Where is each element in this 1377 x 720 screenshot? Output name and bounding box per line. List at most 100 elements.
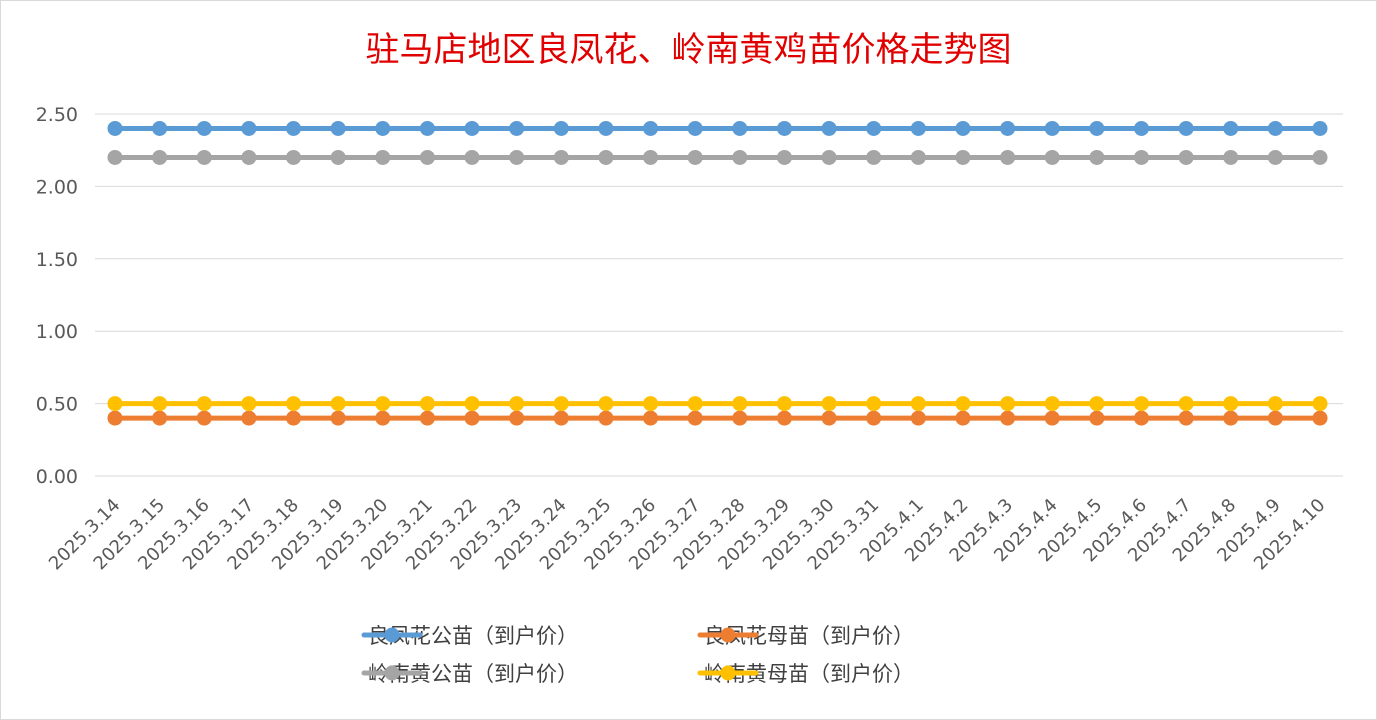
- data-point: [330, 396, 346, 412]
- y-tick-label: 0.50: [36, 394, 78, 416]
- y-tick-label: 2.00: [36, 176, 78, 198]
- data-point: [732, 396, 748, 412]
- data-point: [464, 149, 480, 165]
- data-point: [419, 396, 435, 412]
- data-point: [152, 410, 168, 426]
- series-1: [107, 410, 1328, 426]
- data-point: [241, 149, 257, 165]
- data-point: [553, 149, 569, 165]
- data-point: [152, 120, 168, 136]
- data-point: [1000, 149, 1016, 165]
- legend-item-series-3: 岭南黄母苗（到户价）: [696, 656, 914, 690]
- chart-title: 驻马店地区良凤花、岭南黄鸡苗价格走势图: [365, 30, 1012, 70]
- data-point: [1312, 410, 1328, 426]
- series-3: [107, 396, 1328, 412]
- legend-swatch-1: [697, 627, 759, 643]
- data-point: [866, 396, 882, 412]
- data-point: [107, 396, 123, 412]
- data-point: [241, 120, 257, 136]
- data-point: [643, 120, 659, 136]
- data-point: [687, 396, 703, 412]
- data-point: [419, 410, 435, 426]
- data-point: [643, 149, 659, 165]
- data-point: [955, 410, 971, 426]
- data-point: [1000, 396, 1016, 412]
- data-point: [1312, 120, 1328, 136]
- data-point: [732, 410, 748, 426]
- data-point: [152, 149, 168, 165]
- data-point: [419, 149, 435, 165]
- data-point: [821, 120, 837, 136]
- series-0: [107, 120, 1328, 136]
- series-lines: [107, 120, 1328, 426]
- data-point: [1133, 120, 1149, 136]
- data-point: [1178, 149, 1194, 165]
- data-point: [776, 396, 792, 412]
- data-point: [1312, 149, 1328, 165]
- data-point: [821, 410, 837, 426]
- data-point: [866, 149, 882, 165]
- data-point: [1044, 149, 1060, 165]
- data-point: [866, 410, 882, 426]
- data-point: [375, 410, 391, 426]
- data-point: [598, 120, 614, 136]
- y-tick-label: 2.50: [36, 104, 78, 126]
- data-point: [1223, 410, 1239, 426]
- y-axis-ticks: 0.00 0.50 1.00 1.50 2.00 2.50: [36, 104, 78, 488]
- data-point: [1089, 120, 1105, 136]
- data-point: [286, 410, 302, 426]
- data-point: [1178, 410, 1194, 426]
- data-point: [330, 149, 346, 165]
- y-tick-label: 1.50: [36, 249, 78, 271]
- data-point: [330, 120, 346, 136]
- data-point: [286, 149, 302, 165]
- data-point: [1223, 120, 1239, 136]
- data-point: [553, 120, 569, 136]
- data-point: [732, 149, 748, 165]
- y-tick-label: 1.00: [36, 321, 78, 343]
- data-point: [1000, 410, 1016, 426]
- data-point: [1267, 120, 1283, 136]
- data-point: [375, 120, 391, 136]
- data-point: [776, 120, 792, 136]
- legend-item-series-0: 良凤花公苗（到户价）: [360, 618, 578, 652]
- data-point: [776, 149, 792, 165]
- legend-item-series-1: 良凤花母苗（到户价）: [696, 618, 914, 652]
- series-2: [107, 149, 1328, 165]
- data-point: [375, 396, 391, 412]
- data-point: [509, 120, 525, 136]
- data-point: [286, 396, 302, 412]
- data-point: [687, 120, 703, 136]
- data-point: [776, 410, 792, 426]
- data-point: [1178, 396, 1194, 412]
- legend: 良凤花公苗（到户价） 良凤花母苗（到户价） 岭南黄公苗（到户价） 岭南黄母苗（到…: [360, 618, 1060, 698]
- data-point: [1044, 396, 1060, 412]
- data-point: [1133, 396, 1149, 412]
- data-point: [1267, 410, 1283, 426]
- data-point: [196, 410, 212, 426]
- data-point: [1044, 120, 1060, 136]
- data-point: [464, 396, 480, 412]
- data-point: [955, 149, 971, 165]
- data-point: [1089, 396, 1105, 412]
- data-point: [1312, 396, 1328, 412]
- data-point: [821, 396, 837, 412]
- data-point: [1178, 120, 1194, 136]
- data-point: [241, 410, 257, 426]
- data-point: [598, 410, 614, 426]
- legend-item-series-2: 岭南黄公苗（到户价）: [360, 656, 578, 690]
- gridlines: [95, 113, 1343, 477]
- data-point: [598, 396, 614, 412]
- data-point: [955, 120, 971, 136]
- data-point: [1223, 396, 1239, 412]
- data-point: [196, 120, 212, 136]
- legend-swatch-2: [361, 665, 423, 681]
- x-axis-ticks: 2025.3.142025.3.152025.3.162025.3.172025…: [45, 495, 1330, 575]
- data-point: [509, 396, 525, 412]
- data-point: [509, 410, 525, 426]
- data-point: [1089, 410, 1105, 426]
- data-point: [464, 120, 480, 136]
- data-point: [509, 149, 525, 165]
